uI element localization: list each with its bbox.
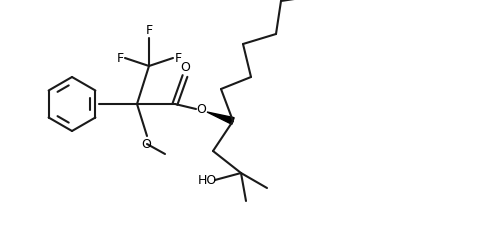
Text: F: F [145, 23, 152, 37]
Text: HO: HO [197, 175, 217, 187]
Text: F: F [174, 52, 182, 64]
Text: O: O [141, 137, 151, 150]
Text: O: O [180, 61, 190, 73]
Polygon shape [207, 112, 234, 124]
Text: F: F [117, 52, 123, 64]
Text: O: O [196, 103, 206, 116]
